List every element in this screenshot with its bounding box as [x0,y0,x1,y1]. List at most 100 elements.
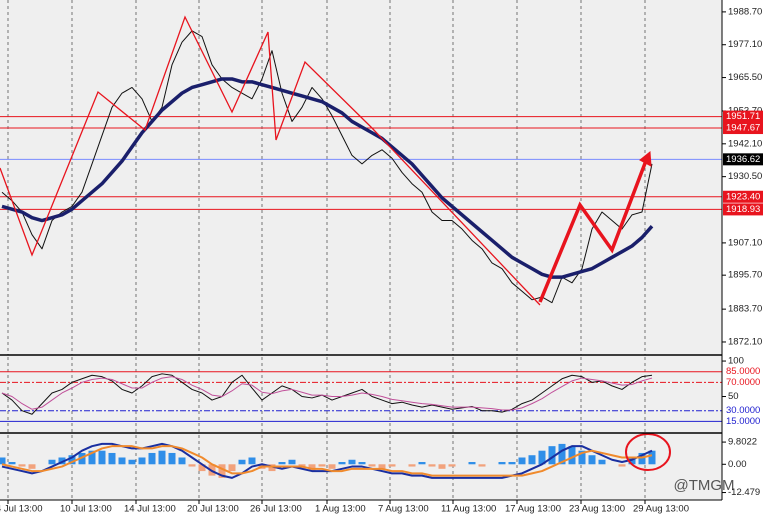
x-tick-label: 14 Jul 13:00 [124,504,176,515]
axis-background [722,0,770,518]
level-label-bg [723,122,763,135]
histogram-bar [328,464,336,469]
histogram-bar [648,450,656,465]
zigzag [0,15,541,306]
annotations [0,15,671,471]
histogram-bar [418,462,426,465]
series-line [1,442,653,479]
histogram-bar [518,457,526,465]
histogram-bar [228,464,236,472]
x-tick-label: 29 Aug 13:00 [633,504,689,515]
histogram-bar [378,464,386,469]
y-tick-label: 1930.50 [728,171,762,182]
series-line [1,30,653,304]
series-line [1,445,653,477]
histogram-bar [18,464,26,467]
histogram-bar [638,452,646,465]
y-tick-label: 1872.10 [728,336,762,347]
histogram-bar [98,450,106,465]
histogram-bar [8,462,16,465]
level-label-bg [723,190,763,203]
histogram-bar [68,455,76,465]
histogram-bar [158,450,166,465]
y-tick-label: 50 [728,391,739,402]
histogram-bar [28,464,36,469]
y-tick-label: 100 [728,356,744,367]
drawing [0,0,726,504]
histogram-bar [58,457,66,465]
y-tick-label: 1907.10 [728,237,762,248]
x-tick-label: 26 Jul 13:00 [250,504,302,515]
histogram-bar [248,457,256,465]
histogram-bar [308,464,316,472]
watermark: @TMGM [673,477,734,494]
level-label: 1918.93 [726,204,760,215]
series-line [1,373,653,415]
y-tick-label: -12.479 [728,487,760,498]
histogram-bar [88,450,96,465]
histogram-bar [508,462,516,465]
y-tick-label: 1942.10 [728,138,762,149]
histogram-bar [138,457,146,465]
histogram-bar [408,464,416,467]
histogram-bar [268,464,276,472]
histogram-bar [618,464,626,467]
level-label: 1947.67 [726,123,760,134]
y-tick-label: 1988.70 [728,6,762,17]
histogram-bar [528,455,536,465]
x-tick-label: 23 Aug 13:00 [569,504,625,515]
series-line [1,376,653,411]
arrow-head [639,151,652,167]
histogram-bar [198,464,206,472]
level-label-bg [723,153,763,166]
y-tick-label: 0.00 [728,459,747,470]
histogram-bar [128,459,136,465]
y-tick-label: 1895.70 [728,270,762,281]
y-tick-label: 1883.70 [728,304,762,315]
x-tick-label: 17 Aug 13:00 [505,504,561,515]
histogram-bar [118,457,126,465]
histogram-bar [278,462,286,465]
histogram-bar [368,464,376,467]
level-label: 70.0000 [726,377,760,388]
histogram-bar [448,464,456,467]
x-tick-label: 11 Aug 13:00 [441,504,496,515]
histogram-bar [558,443,566,465]
histogram-bar [568,446,576,465]
histogram-bar [148,452,156,465]
trend-arrows [538,157,649,303]
histogram-bar [288,459,296,465]
level-label: 85.0000 [726,366,760,377]
histogram-bar [538,450,546,465]
histogram-bar [578,450,586,465]
level-label-bg [723,110,763,123]
level-label: 1936.62 [726,154,760,165]
x-tick-label: 20 Jul 13:00 [187,504,239,515]
highlight-circle [625,433,671,471]
histogram-bar [348,459,356,465]
histogram-bar [188,464,196,467]
histogram-bar [478,464,486,467]
histogram-bar [428,464,436,467]
level-label: 1923.40 [726,191,760,202]
histogram-bar [598,459,606,465]
y-tick-label: 1965.50 [728,72,762,83]
series-line [1,77,654,279]
histogram-bar [48,459,56,465]
plot-background [0,0,722,500]
x-tick-label: 10 Jul 13:00 [60,504,112,515]
histogram-bar [0,457,6,465]
histogram-bar [438,464,446,469]
x-tick-label: 4 Jul 13:00 [0,504,42,515]
level-label: 30.0000 [726,405,760,416]
histogram-bar [168,452,176,465]
x-tick-label: 1 Aug 13:00 [315,504,366,515]
y-tick-label: 1977.10 [728,39,762,50]
histogram-bar [218,464,226,478]
histogram-bar [358,462,366,465]
level-label: 15.0000 [726,416,760,427]
histogram-bar [628,457,636,465]
histogram-bar [388,464,396,467]
histogram-bar [588,455,596,465]
